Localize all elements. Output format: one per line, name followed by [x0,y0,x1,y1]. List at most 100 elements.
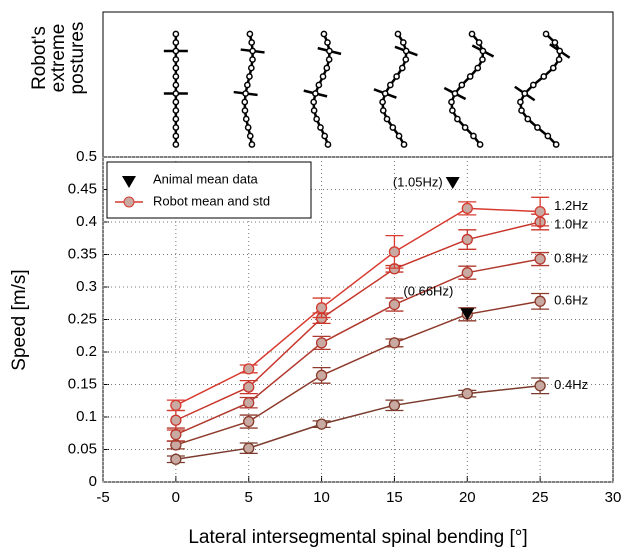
joint [319,73,327,80]
legend-animal-marker [122,176,136,188]
joint [310,98,318,106]
animal-label: (0.66Hz) [403,284,453,299]
marker [170,428,182,441]
series-label: 0.6Hz [554,293,588,308]
marker [534,295,546,307]
posture-label: Robot's [29,26,50,90]
joint [448,98,455,106]
joint [172,39,180,46]
joint [521,90,529,97]
marker [388,337,401,349]
joint [246,73,253,80]
joint [242,115,250,123]
series-label: 0.4Hz [554,377,588,392]
joint [313,115,320,123]
marker [388,246,401,258]
joint [449,107,456,114]
joint [246,30,254,38]
joint [379,98,386,106]
joint [172,115,180,123]
joint [241,107,249,114]
joint [241,98,249,106]
marker [534,205,546,218]
joint [476,141,484,148]
marker [461,387,473,400]
joint [172,132,180,140]
joint [249,56,256,63]
y-tick-label: 0.35 [68,245,97,262]
joint [248,39,256,46]
joint [395,132,403,140]
joint [540,73,548,80]
marker [388,399,401,411]
marker [315,337,328,349]
joint [379,107,387,114]
marker [243,397,255,409]
y-tick-label: 0.15 [68,375,97,392]
joint [172,47,180,55]
x-tick-label: 0 [172,489,180,506]
joint [402,56,410,63]
joint [324,39,331,46]
legend-label: Robot mean and std [153,193,270,208]
joint [172,73,180,80]
joint [324,141,332,148]
series-line [175,207,541,406]
joint [326,47,333,55]
x-tick-label: -5 [96,489,109,506]
marker [534,380,546,392]
joint [389,124,397,131]
marker [315,418,328,430]
y-tick-label: 0.05 [68,440,97,457]
series-label: 1.2Hz [554,198,588,213]
joint [461,124,469,131]
joint [321,132,329,140]
joint [517,98,524,106]
y-tick-label: 0.45 [68,180,97,197]
joint [524,115,532,123]
joint [529,81,537,89]
joint [383,115,391,123]
y-tick-label: 0.3 [76,278,97,295]
joint [454,115,461,123]
joint [172,98,180,106]
series-line [175,385,541,460]
animal-label: (1.05Hz) [393,174,443,189]
joint [246,132,254,140]
marker [315,369,328,382]
marker [243,415,255,428]
marker [534,253,546,265]
joint [172,124,180,131]
joint [458,81,466,89]
joint [249,47,256,55]
joint [172,64,180,72]
joint [317,124,324,131]
joint [479,56,486,63]
posture-label: postures [67,22,88,95]
joint [172,30,180,38]
x-tick-label: 15 [386,489,403,506]
legend-box [106,161,312,219]
animal-marker [445,177,460,189]
y-axis-label: Speed [m/s] [9,269,30,370]
joint [386,81,394,89]
x-tick-label: 25 [532,489,549,506]
joint [172,107,180,114]
joint [381,90,389,97]
x-tick-label: 20 [459,489,476,506]
joint [172,56,180,63]
joint [325,56,333,63]
marker [170,453,182,465]
joint [320,30,328,38]
series-label: 1.0Hz [554,216,588,231]
marker [170,414,182,426]
series-line [175,258,541,436]
y-tick-label: 0.4 [76,213,97,230]
marker [243,363,255,375]
series-label: 0.8Hz [554,250,588,265]
joint [310,107,318,114]
joint [394,30,402,38]
posture-label: extreme [48,24,69,93]
joint [393,73,400,80]
